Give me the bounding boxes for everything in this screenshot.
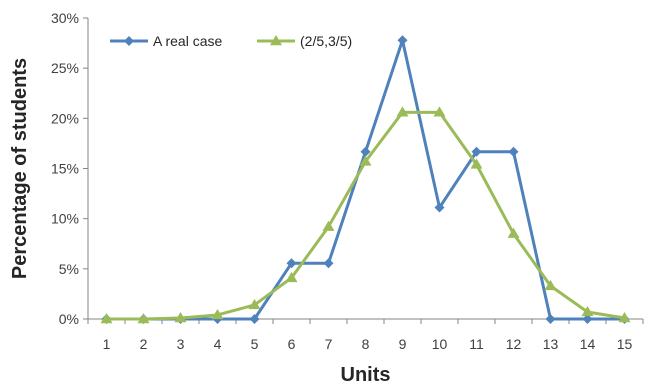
series-1-point [286,258,297,269]
series-2-point [322,220,335,231]
x-tick-label: 13 [543,336,559,352]
y-tick-label: 15% [51,161,79,177]
series-2-point [137,313,150,324]
series-1-point [434,202,445,213]
y-axis-title: Percentage of students [9,58,31,279]
x-tick-label: 6 [288,336,296,352]
series-2-point [581,305,594,317]
series-1-point [397,35,408,46]
x-tick-label: 7 [325,336,333,352]
series-1-line [106,38,625,321]
legend-label: (2/5,3/5) [300,33,352,49]
x-tick-label: 3 [177,336,185,352]
series-1-point [471,146,482,157]
series-2-point [618,311,631,323]
y-axis-ticks: 0% 5% 10% 15% 20% 25% 30% [51,10,88,327]
legend: A real case (2/5,3/5) [110,33,352,49]
legend-label: A real case [153,33,222,49]
x-tick-label: 10 [432,336,448,352]
series-2-point [248,298,261,310]
series-2-point [396,106,409,117]
series-2-point [100,313,113,324]
x-axis-title: Units [341,364,391,386]
series-2-point [470,158,483,169]
y-tick-label: 20% [51,110,79,126]
series-1-point [545,314,556,324]
x-tick-label: 8 [362,336,370,352]
x-axis-ticks: 1 2 3 4 5 6 7 8 9 10 11 12 13 14 15 [87,319,644,352]
x-tick-label: 11 [469,336,484,352]
y-tick-label: 0% [59,311,79,327]
legend-item-1: A real case [110,33,222,49]
y-tick-label: 5% [59,261,79,277]
y-tick-label: 30% [51,10,79,26]
y-tick-label: 10% [51,211,79,227]
legend-item-2: (2/5,3/5) [257,33,352,49]
series-2-point [433,106,446,117]
series-2-point [544,279,557,291]
series-2 [100,106,631,324]
series-2-point [174,311,187,323]
x-tick-label: 9 [399,336,407,352]
x-tick-label: 4 [214,336,222,352]
series-layer [100,35,631,324]
x-tick-label: 1 [103,336,111,352]
plot-area: 0%5%10%15%20%25%30% 1 2 3 4 5 6 7 8 9 10 11 12 13 14 1… [51,10,644,352]
series-1-point [582,314,593,324]
x-tick-label: 15 [617,336,633,352]
series-2-point [285,271,298,283]
series-1-point [360,146,371,157]
series-2-point [211,308,224,320]
series-1-point [249,314,260,324]
x-tick-label: 14 [580,336,596,352]
legend-swatch-marker [270,35,282,46]
series-1-point [323,258,334,269]
series-1-point [508,146,519,157]
series-2-point [359,155,372,166]
legend-swatch-marker [124,36,134,46]
x-tick-label: 12 [506,336,522,352]
y-tick-label: 25% [51,60,79,76]
x-tick-label: 5 [251,336,259,352]
series-2-point [507,227,520,238]
x-tick-label: 2 [140,336,148,352]
